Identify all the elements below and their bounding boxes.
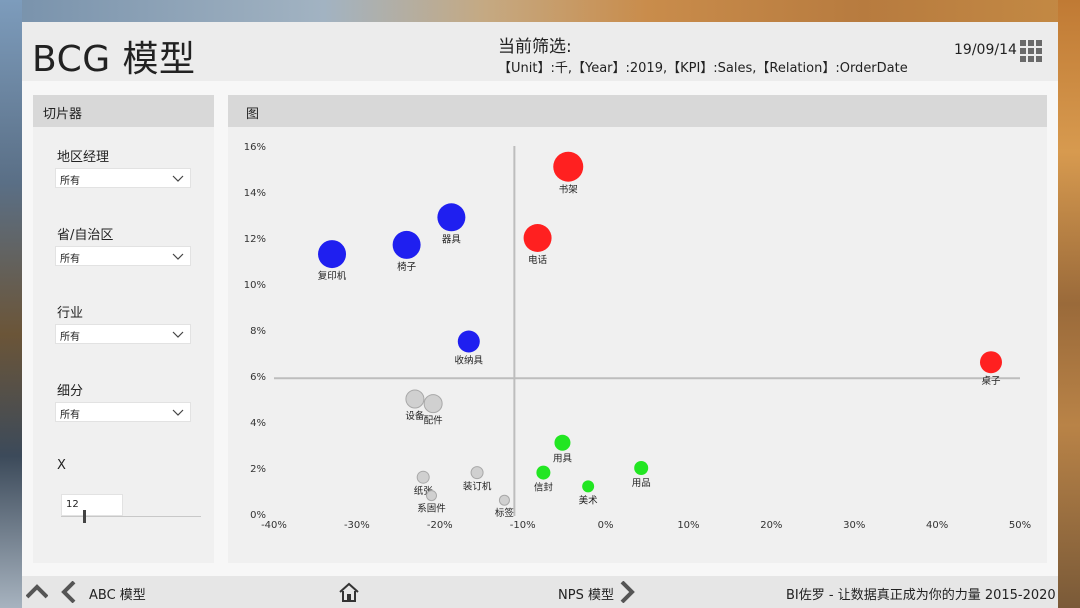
scatter-point (457, 330, 480, 353)
slicer-label-segment: 细分 (57, 384, 84, 399)
x-tick-label: 30% (843, 520, 865, 531)
scatter-point (470, 466, 484, 480)
y-tick-label: 6% (250, 372, 266, 383)
x-tick-label: 40% (926, 520, 948, 531)
x-tick-label: -20% (427, 520, 453, 531)
chart-header: 图 (228, 95, 1047, 127)
slicer-label-region-manager: 地区经理 (57, 150, 110, 165)
scatter-point (554, 434, 571, 451)
y-tick-label: 14% (244, 188, 266, 199)
region-manager-dropdown[interactable]: 所有 (55, 168, 191, 188)
dropdown-value: 所有 (60, 176, 80, 187)
point-label: 美术 (579, 494, 599, 506)
province-dropdown[interactable]: 所有 (55, 246, 191, 266)
y-tick-label: 8% (250, 326, 266, 337)
bcg-scatter-chart: 0% 2% 4% 6% 8% 10% 12% 14% 16% -40% -30% -20% -10% 0%… (244, 142, 1031, 531)
slicer-label-x: X (57, 458, 66, 473)
scatter-point (582, 480, 595, 493)
scatter-point (425, 490, 437, 502)
point-label: 电话 (528, 254, 548, 266)
next-page-link[interactable]: NPS 模型 (558, 588, 614, 603)
point-label: 器具 (442, 234, 462, 245)
page-title: BCG 模型 (32, 39, 196, 80)
x-slider-track[interactable] (61, 516, 201, 517)
scatter-point (979, 351, 1002, 374)
industry-dropdown[interactable]: 所有 (55, 324, 191, 344)
point-label: 书架 (559, 185, 579, 196)
scatter-point (634, 461, 649, 475)
background-top (0, 0, 1080, 22)
report-header: BCG 模型 当前筛选: 【Unit】:千,【Year】:2019,【KPI】:… (22, 22, 1058, 81)
x-tick-label: -30% (344, 520, 370, 531)
point-label: 收纳具 (455, 355, 484, 367)
x-tick-label: -10% (510, 520, 536, 531)
point-label: 配件 (424, 415, 444, 427)
point-label: 标签 (495, 507, 515, 519)
prev-page-link[interactable]: ABC 模型 (89, 588, 146, 603)
x-slider-handle[interactable] (83, 510, 87, 523)
slicer-label-province: 省/自治区 (57, 228, 114, 243)
x-tick-label: 20% (760, 520, 782, 531)
segment-dropdown[interactable]: 所有 (55, 402, 191, 422)
x-tick-label: 50% (1009, 520, 1031, 531)
point-label: 桌子 (981, 375, 1001, 387)
background-right (1058, 0, 1080, 608)
point-label: 椅子 (397, 261, 417, 273)
scatter-point (536, 465, 551, 480)
scatter-point (318, 240, 347, 269)
y-tick-label: 0% (250, 510, 266, 521)
report-footer: ABC 模型 NPS 模型 BI佐罗 - 让数据真正成为你的力量 2015-20… (22, 576, 1058, 608)
y-tick-label: 16% (244, 142, 266, 153)
point-label: 复印机 (318, 270, 347, 282)
slicer-title: 切片器 (43, 107, 83, 122)
slicer-panel: 切片器 地区经理 所有 省/自治区 所有 行业 所有 细分 所有 X 12 (33, 95, 214, 563)
slicer-header: 切片器 (33, 95, 214, 127)
x-tick-label: -40% (261, 520, 287, 531)
scatter-point (392, 230, 421, 259)
scatter-point (416, 470, 430, 484)
point-label: 装订机 (463, 481, 492, 493)
x-value-input[interactable]: 12 (61, 494, 123, 516)
grid-menu-icon[interactable] (1020, 40, 1044, 64)
scatter-point (553, 151, 584, 182)
credit-text: BI佐罗 - 让数据真正成为你的力量 2015-2020 (786, 588, 1056, 603)
chevron-right-icon[interactable] (620, 581, 636, 603)
y-tick-label: 10% (244, 280, 266, 291)
chart-panel: 图 0% 2% 4% 6% 8% 10% 12% 14% 16% -40% -30% -20% -10%… (228, 95, 1047, 563)
scatter-point (523, 224, 552, 252)
y-tick-label: 2% (250, 464, 266, 475)
current-filter-text: 【Unit】:千,【Year】:2019,【KPI】:Sales,【Relati… (498, 61, 908, 76)
point-label: 用品 (632, 478, 651, 489)
chevron-up-icon[interactable] (26, 583, 48, 599)
point-label: 设备 (405, 410, 425, 422)
x-tick-label: 10% (677, 520, 699, 531)
chevron-down-icon (172, 331, 184, 338)
dropdown-value: 所有 (60, 254, 80, 265)
y-tick-label: 4% (250, 418, 266, 429)
chevron-down-icon (172, 175, 184, 182)
scatter-point (437, 203, 466, 232)
report-date: 19/09/14 (954, 42, 1017, 58)
x-value-text: 12 (66, 499, 79, 510)
chevron-down-icon (172, 409, 184, 416)
background-left (0, 0, 22, 608)
scatter-point (423, 394, 443, 414)
dropdown-value: 所有 (60, 332, 80, 343)
point-label: 系固件 (417, 503, 446, 515)
chevron-down-icon (172, 253, 184, 260)
chart-title: 图 (246, 107, 260, 122)
home-icon[interactable] (338, 582, 360, 602)
y-tick-label: 12% (244, 234, 266, 245)
scatter-point (405, 389, 425, 409)
point-label: 用具 (553, 454, 573, 465)
current-filter-label: 当前筛选: (498, 37, 572, 57)
slicer-label-industry: 行业 (57, 306, 84, 321)
x-tick-label: 0% (598, 520, 614, 531)
chevron-left-icon[interactable] (60, 581, 76, 603)
point-label: 信封 (534, 482, 554, 494)
scatter-point (498, 494, 510, 506)
report-body: 切片器 地区经理 所有 省/自治区 所有 行业 所有 细分 所有 X 12 (22, 81, 1058, 576)
dropdown-value: 所有 (60, 410, 80, 421)
